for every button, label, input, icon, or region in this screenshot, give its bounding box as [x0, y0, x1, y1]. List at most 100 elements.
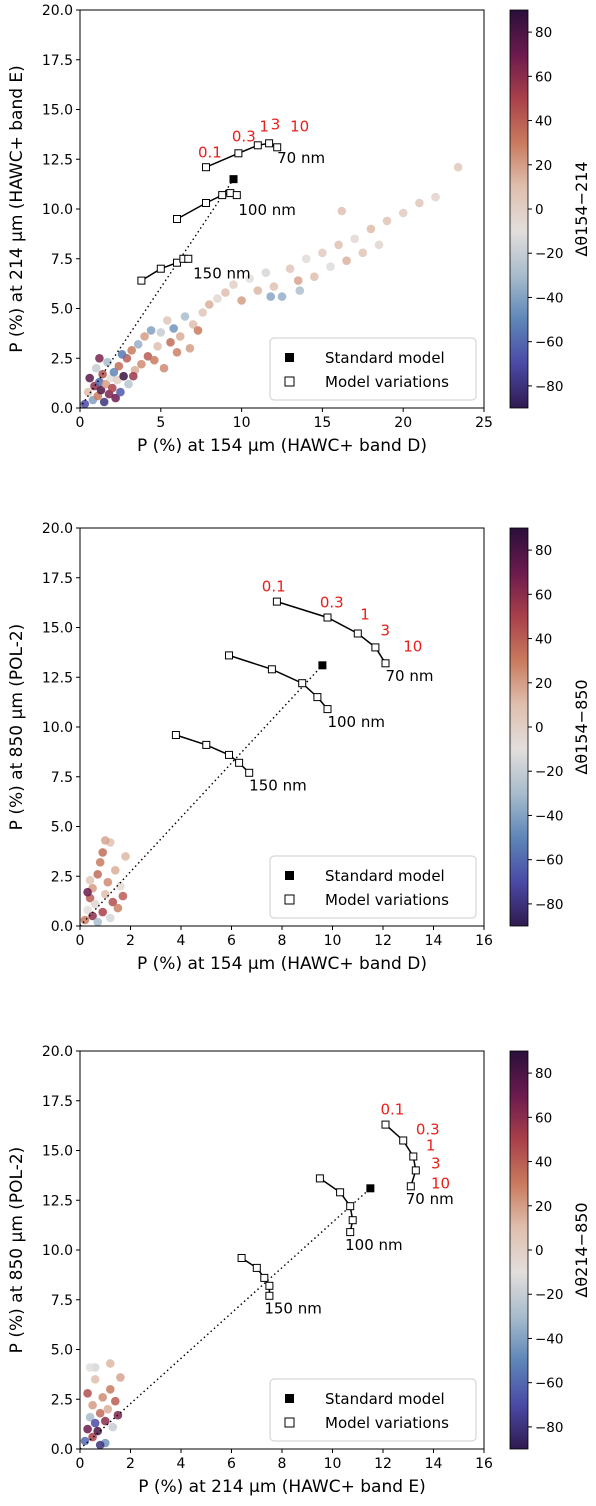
x-tick-label: 5: [156, 415, 165, 431]
observation-point: [285, 264, 295, 274]
model-curve-70nm: 70 nm: [381, 1120, 454, 1208]
observation-point: [83, 1389, 92, 1398]
model-curve-100nm: 100 nm: [173, 189, 296, 223]
observation-point: [90, 899, 100, 909]
observation-point: [117, 350, 127, 359]
observation-point: [163, 316, 172, 325]
colorbar-tick-label: 0: [535, 202, 544, 218]
x-tick-label: 10: [324, 1456, 342, 1472]
observation-point: [180, 312, 190, 321]
colorbar-tick-label: −80: [535, 1420, 564, 1436]
observation-point: [83, 905, 92, 915]
observation-point: [111, 866, 120, 875]
y-tick-label: 20.0: [42, 1044, 73, 1060]
parameter-label: 10: [290, 117, 309, 135]
observations: [80, 836, 130, 927]
colorbar-gradient: [509, 9, 529, 409]
observation-point: [95, 1408, 105, 1418]
observation-point: [83, 887, 92, 897]
parameter-label: 0.3: [232, 127, 256, 145]
colorbar-tick-label: −40: [535, 1331, 564, 1347]
y-tick-label: 20.0: [42, 521, 73, 537]
y-tick-label: 5.0: [51, 820, 73, 836]
legend-variations-label: Model variations: [325, 891, 449, 909]
x-tick-label: 2: [126, 1456, 135, 1472]
model-curve-150nm: 150 nm: [237, 1254, 322, 1318]
model-variation-point: [348, 1216, 357, 1225]
observation-point: [188, 320, 198, 329]
grain-size-label: 100 nm: [345, 1236, 403, 1254]
model-variation-point: [399, 1136, 408, 1145]
observation-point: [193, 326, 203, 335]
parameter-label: 0.3: [320, 594, 344, 612]
observation-point: [253, 286, 263, 295]
legend-standard-label: Standard model: [325, 349, 445, 367]
parameter-label: 0.1: [198, 143, 222, 161]
panel-3: 70 nm 100 nm 150 nm 0.1 0.313 10 0 2 4 6 8 10 12 14 16…: [7, 1044, 591, 1497]
model-variation-point: [202, 740, 211, 749]
x-tick-label: 0: [76, 415, 85, 431]
grain-size-label: 70 nm: [277, 149, 325, 167]
observation-point: [293, 276, 303, 285]
model-curve-100nm: 100 nm: [225, 651, 385, 731]
observation-point: [205, 300, 214, 309]
observation-point: [108, 1422, 118, 1432]
model-variation-point: [346, 1228, 355, 1237]
observations: [80, 1359, 125, 1450]
x-axis-label: P (%) at 154 μm (HAWC+ band D): [137, 954, 427, 974]
observation-point: [453, 162, 463, 172]
observation-point: [326, 262, 335, 272]
x-tick-label: 2: [126, 933, 135, 949]
parameter-label: 1: [426, 1137, 436, 1155]
observation-point: [334, 240, 343, 250]
colorbar-label: Δθ154−850: [572, 679, 591, 774]
model-variation-point: [171, 731, 180, 739]
colorbar-tick-label: −60: [535, 1376, 564, 1392]
colorbar: 80 60 40 20 0 −20 −40 −60 −80 Δθ154−850: [509, 527, 591, 927]
x-tick-label: 16: [475, 1456, 493, 1472]
observation-point: [116, 387, 125, 397]
model-variation-point: [234, 149, 243, 158]
panel-1: 70 nm 100 nm 150 nm 0.1 0.31 3 10 0 5 10 15 20 25 0.0…: [7, 3, 591, 456]
parameter-label: 3: [271, 115, 281, 133]
grain-size-label: 70 nm: [406, 1190, 454, 1208]
observation-point: [95, 377, 104, 387]
model-variation-point: [315, 1174, 324, 1183]
observation-point: [114, 361, 124, 371]
observation-point: [185, 344, 195, 353]
model-curve-line: [175, 734, 250, 774]
observation-point: [213, 294, 222, 303]
observation-point: [103, 357, 112, 367]
model-variation-point: [260, 1273, 269, 1282]
colorbar-tick-label: 20: [535, 1199, 552, 1215]
colorbar-gradient: [509, 1050, 529, 1450]
y-tick-label: 2.5: [51, 1392, 73, 1408]
x-tick-label: 12: [374, 1456, 392, 1472]
observation-point: [143, 352, 153, 361]
observation-point: [245, 274, 254, 283]
model-variation-point: [272, 597, 281, 606]
colorbar-tick-label: −60: [535, 853, 564, 869]
observation-point: [137, 359, 146, 369]
observation-point: [118, 891, 128, 901]
observation-point: [277, 292, 287, 301]
observation-point: [101, 889, 110, 899]
model-variation-point: [267, 665, 276, 674]
y-tick-label: 15.0: [42, 621, 73, 637]
y-axis-label: P (%) at 850 μm (POL-2): [7, 624, 27, 831]
model-variation-point: [265, 139, 274, 148]
observation-point: [80, 399, 90, 409]
observation-point: [318, 248, 327, 258]
observation-point: [98, 1393, 107, 1402]
observation-point: [99, 397, 109, 407]
legend: Standard model Model variations: [269, 1378, 477, 1442]
observation-point: [93, 870, 102, 879]
observation-point: [358, 248, 368, 258]
observation-point: [108, 897, 118, 907]
observation-point: [266, 292, 276, 301]
observation-point: [98, 907, 107, 917]
observation-point: [382, 216, 392, 226]
model-variation-point: [409, 1152, 418, 1161]
x-tick-label: 10: [324, 933, 342, 949]
